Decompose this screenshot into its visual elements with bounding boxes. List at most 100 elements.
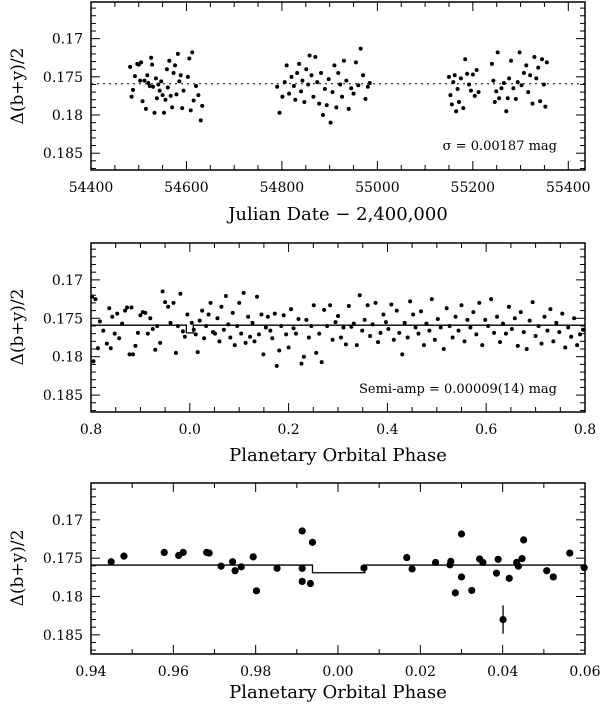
data-point xyxy=(231,567,239,575)
data-point xyxy=(284,332,289,337)
x-tick-label: 0.02 xyxy=(405,664,436,680)
data-point xyxy=(241,290,246,295)
data-point xyxy=(195,350,200,355)
data-point xyxy=(343,342,348,347)
data-point xyxy=(373,300,378,305)
data-point xyxy=(299,89,304,94)
data-point xyxy=(450,335,455,340)
data-point xyxy=(358,46,363,51)
data-point xyxy=(138,313,143,318)
y-axis-title: Δ(b+y)/2 xyxy=(8,48,28,125)
data-point xyxy=(483,317,488,322)
data-point xyxy=(252,587,261,595)
data-point xyxy=(353,60,358,65)
data-point xyxy=(539,341,544,346)
data-point xyxy=(471,310,476,315)
data-point xyxy=(536,65,541,70)
data-point xyxy=(383,320,388,325)
data-point xyxy=(468,586,476,595)
data-point xyxy=(142,78,147,83)
y-tick-label: 0.17 xyxy=(52,273,83,289)
data-point xyxy=(313,54,318,59)
data-point xyxy=(499,86,504,91)
data-point xyxy=(328,120,333,125)
data-point xyxy=(365,84,370,89)
data-point xyxy=(217,562,225,570)
data-point xyxy=(147,84,152,88)
data-point xyxy=(110,314,115,319)
data-point xyxy=(259,312,264,317)
data-point xyxy=(544,60,549,65)
x-tick-label: 0.06 xyxy=(569,664,600,680)
data-point xyxy=(367,80,372,85)
data-point xyxy=(132,74,137,79)
data-point xyxy=(520,536,528,544)
data-point xyxy=(581,327,586,332)
data-point xyxy=(389,302,394,307)
x-axis-title: Planetary Orbital Phase xyxy=(229,445,447,466)
data-point xyxy=(315,80,320,85)
data-point xyxy=(351,321,356,326)
data-point xyxy=(458,76,463,81)
data-point xyxy=(212,331,217,336)
data-point xyxy=(174,92,179,97)
data-point xyxy=(468,88,473,93)
data-point xyxy=(289,74,294,79)
y-tick-label: 0.18 xyxy=(52,350,83,366)
data-point xyxy=(356,83,361,88)
data-point xyxy=(518,310,523,315)
data-point xyxy=(177,79,182,84)
data-point xyxy=(474,67,479,72)
data-point xyxy=(459,303,464,308)
data-point xyxy=(540,57,545,62)
data-point xyxy=(173,63,178,68)
data-point xyxy=(336,313,340,318)
data-point xyxy=(435,317,440,322)
data-point xyxy=(171,71,176,76)
data-point xyxy=(325,323,330,328)
data-point xyxy=(166,304,171,309)
data-point xyxy=(302,100,307,105)
data-point xyxy=(432,337,437,342)
data-point xyxy=(332,63,337,68)
data-point xyxy=(270,336,275,341)
data-point xyxy=(336,71,341,76)
data-point xyxy=(467,82,472,87)
data-point xyxy=(135,330,140,335)
data-point xyxy=(340,94,345,99)
data-point xyxy=(149,55,154,60)
data-point xyxy=(254,294,259,299)
data-point xyxy=(263,325,268,330)
data-point xyxy=(538,99,543,104)
x-tick-label: 54600 xyxy=(164,180,209,196)
data-point xyxy=(572,316,577,321)
data-point xyxy=(465,71,470,76)
data-point xyxy=(117,336,122,341)
data-point xyxy=(505,96,510,101)
data-point xyxy=(468,325,473,330)
data-point xyxy=(148,316,153,321)
data-point xyxy=(491,78,496,83)
data-point xyxy=(104,341,109,346)
data-point xyxy=(160,289,165,294)
data-point xyxy=(349,86,354,91)
y-axis-title: Δ(b+y)/2 xyxy=(8,289,28,366)
data-point xyxy=(527,318,532,323)
data-point xyxy=(127,352,132,357)
data-point xyxy=(300,78,305,83)
data-point xyxy=(334,105,339,110)
data-point xyxy=(416,331,421,336)
data-point xyxy=(294,331,299,336)
data-point xyxy=(101,328,106,333)
x-tick-label: 0.94 xyxy=(75,664,106,680)
data-point xyxy=(181,88,186,93)
data-point xyxy=(306,335,311,340)
data-point xyxy=(476,90,481,95)
data-point xyxy=(273,564,281,572)
data-point xyxy=(533,333,538,338)
data-point xyxy=(521,71,526,76)
x-tick-label: 0.04 xyxy=(487,664,518,680)
data-point xyxy=(463,57,468,62)
plot-frame xyxy=(90,1,586,171)
data-point xyxy=(180,106,185,111)
